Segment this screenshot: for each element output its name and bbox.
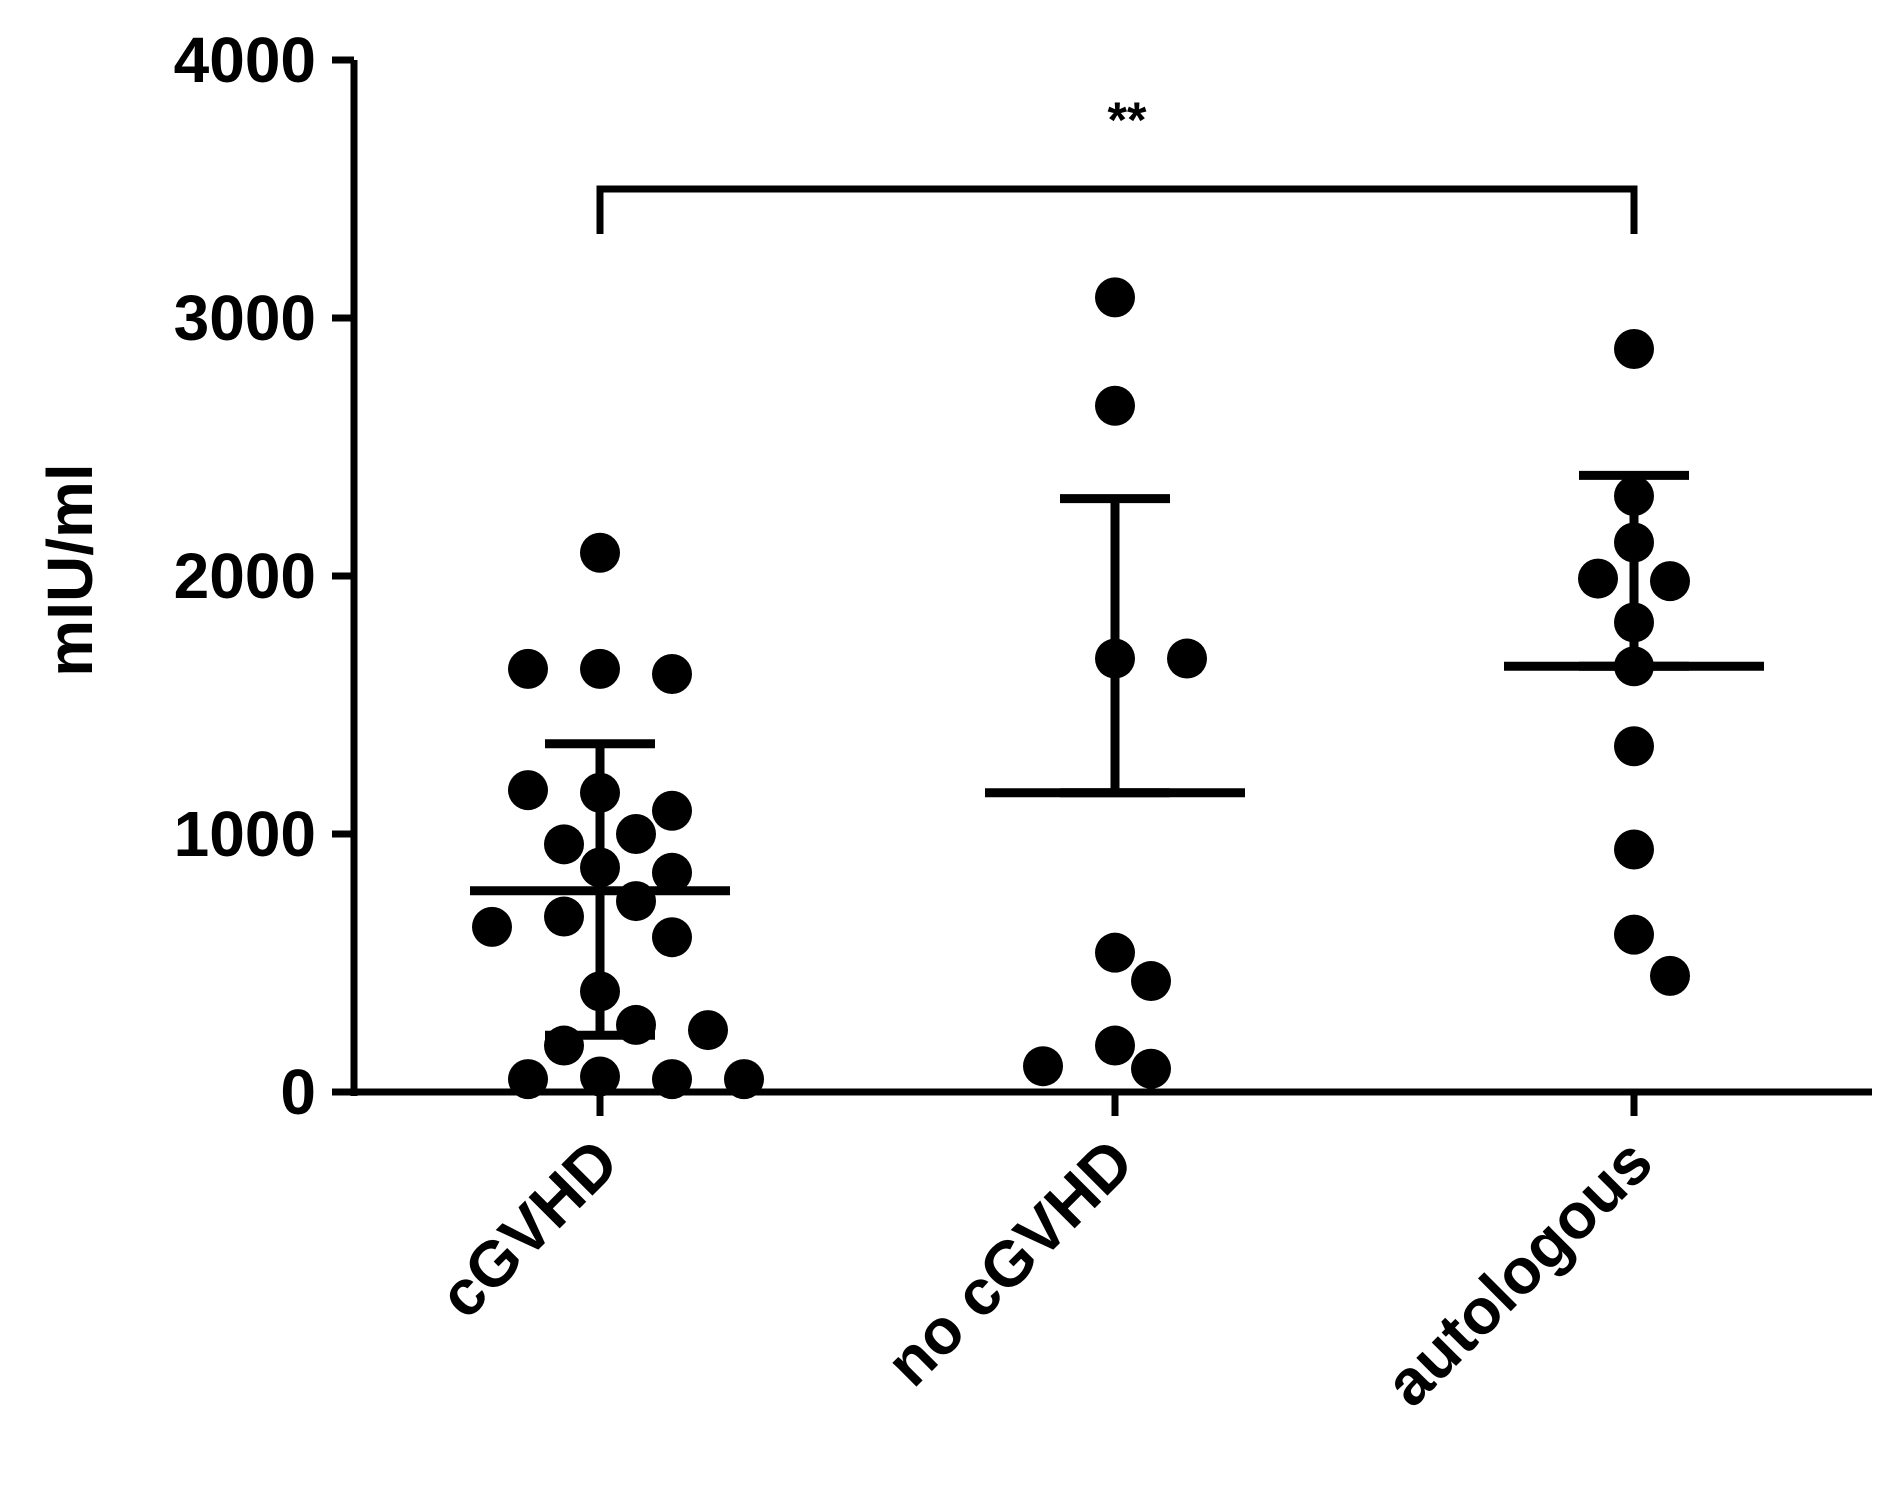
- y-tick-label: 1000: [174, 798, 316, 870]
- data-point-no cGVHD: [1167, 638, 1207, 679]
- data-point-cGVHD: [652, 852, 692, 893]
- data-point-no cGVHD: [1095, 932, 1135, 973]
- data-point-no cGVHD: [1095, 1025, 1135, 1066]
- data-point-cGVHD: [652, 790, 692, 831]
- data-point-no cGVHD: [1131, 1048, 1171, 1089]
- x-tick-label: no cGVHD: [872, 1125, 1147, 1400]
- data-point-cGVHD: [508, 648, 548, 689]
- data-point-autologous: [1614, 602, 1654, 643]
- bracket-line: [596, 185, 1638, 234]
- data-point-cGVHD: [616, 1004, 656, 1045]
- axes: 0 1000 2000 3000 4000 cGVHD no cGVHD autologous: [174, 24, 1872, 1420]
- data-point-autologous: [1614, 646, 1654, 687]
- data-point-cGVHD: [616, 814, 656, 854]
- data-point-autologous: [1650, 955, 1690, 996]
- data-point-cGVHD: [580, 648, 620, 689]
- data-point-autologous: [1614, 476, 1654, 517]
- y-axis-label: mIU/ml: [34, 463, 106, 676]
- data-point-no cGVHD: [1095, 385, 1135, 426]
- data-point-cGVHD: [508, 770, 548, 811]
- data-point-cGVHD: [544, 824, 584, 865]
- data-point-cGVHD: [508, 1059, 548, 1100]
- data-point-autologous: [1614, 328, 1654, 369]
- data-point-cGVHD: [472, 906, 512, 947]
- data-point-cGVHD: [652, 654, 692, 695]
- data-point-autologous: [1578, 558, 1618, 599]
- data-point-autologous: [1614, 829, 1654, 870]
- data-point-autologous: [1650, 561, 1690, 602]
- data-point-no cGVHD: [1095, 277, 1135, 318]
- data-point-cGVHD: [688, 1010, 728, 1051]
- data-point-cGVHD: [544, 896, 584, 937]
- y-tick-label: 4000: [174, 24, 316, 96]
- data-point-cGVHD: [724, 1059, 764, 1100]
- data-point-cGVHD: [652, 1059, 692, 1100]
- data-points: [472, 277, 1690, 1100]
- significance-bracket: **: [596, 92, 1638, 234]
- data-point-cGVHD: [616, 881, 656, 922]
- y-tick-label: 3000: [174, 282, 316, 354]
- x-tick-label: autologous: [1371, 1125, 1666, 1420]
- data-point-autologous: [1614, 522, 1654, 563]
- y-tick-label: 0: [280, 1056, 316, 1128]
- data-point-cGVHD: [652, 917, 692, 958]
- data-point-no cGVHD: [1131, 961, 1171, 1002]
- y-tick-label: 2000: [174, 540, 316, 612]
- data-point-cGVHD: [544, 1025, 584, 1066]
- data-point-cGVHD: [580, 971, 620, 1012]
- x-tick-label: cGVHD: [425, 1125, 632, 1332]
- data-point-no cGVHD: [1095, 638, 1135, 679]
- significance-label: **: [1108, 92, 1147, 148]
- data-point-no cGVHD: [1023, 1046, 1063, 1087]
- data-point-autologous: [1614, 914, 1654, 955]
- data-point-autologous: [1614, 726, 1654, 767]
- data-point-cGVHD: [580, 847, 620, 888]
- data-point-cGVHD: [580, 1056, 620, 1097]
- data-point-cGVHD: [580, 532, 620, 573]
- data-point-cGVHD: [580, 772, 620, 813]
